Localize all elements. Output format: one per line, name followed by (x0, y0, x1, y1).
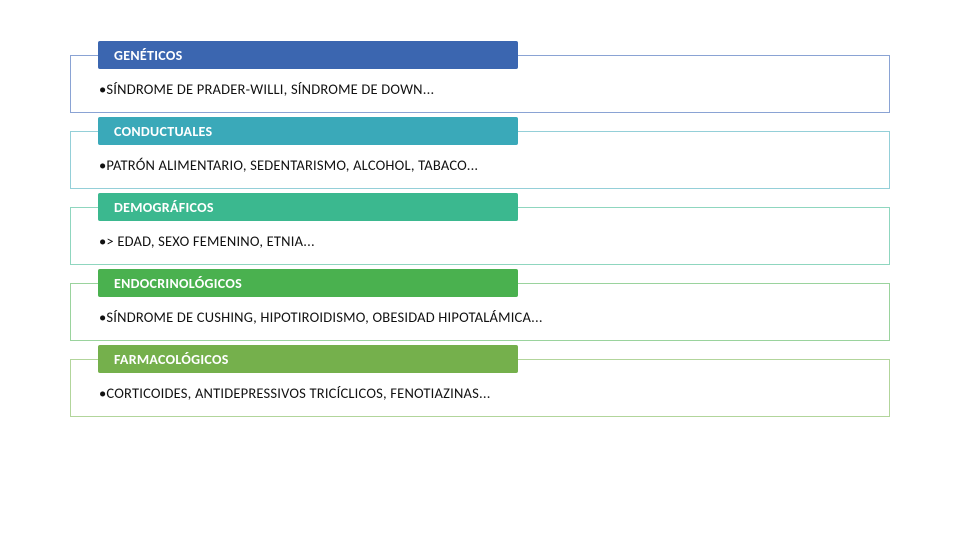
category-header: DEMOGRÁFICOS (98, 193, 518, 221)
category-header: FARMACOLÓGICOS (98, 345, 518, 373)
category-geneticos: GENÉTICOS •SÍNDROME DE PRADER-WILLI, SÍN… (70, 55, 890, 113)
category-farmacologicos: FARMACOLÓGICOS •CORTICOIDES, ANTIDEPRESS… (70, 359, 890, 417)
category-header: CONDUCTUALES (98, 117, 518, 145)
category-header: GENÉTICOS (98, 41, 518, 69)
category-endocrinologicos: ENDOCRINOLÓGICOS •SÍNDROME DE CUSHING, H… (70, 283, 890, 341)
category-demograficos: DEMOGRÁFICOS •> EDAD, SEXO FEMENINO, ETN… (70, 207, 890, 265)
category-conductuales: CONDUCTUALES •PATRÓN ALIMENTARIO, SEDENT… (70, 131, 890, 189)
category-header: ENDOCRINOLÓGICOS (98, 269, 518, 297)
